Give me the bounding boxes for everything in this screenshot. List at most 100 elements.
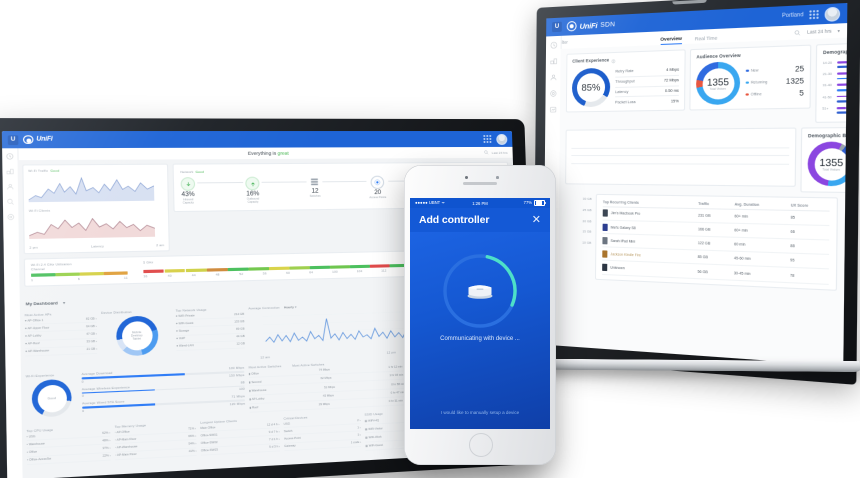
sidebar-item-clients[interactable] [549,73,557,81]
traffic-sparkline-1 [28,173,154,203]
panel-most-active-aps: Most Active APs ● AP-Office 1 82 GB › ● A… [25,311,98,357]
panel-usage-bars: Average Download 103 Mbps 0 150 Mbps Avera… [81,365,246,414]
sidebar-item-clients[interactable] [6,183,14,191]
subbar-right: Last 24 hrs ▾ [794,27,840,36]
device-icon [602,209,608,217]
age-label: 21-30 [822,71,832,77]
product-name: SDN [600,20,616,29]
age-label: 51+ [822,105,829,111]
device-icon [602,223,608,231]
close-icon[interactable]: ✕ [531,213,541,226]
age-row: 31-4040%45% [823,81,848,92]
top-recurring-table: Top Recurring Clients Traffic Avg. Durat… [602,198,830,285]
sidebar-item-devices[interactable] [549,57,557,65]
unifi-mark-icon [566,20,577,32]
audience-total: 1355 [706,76,730,88]
panel-demographic-age: Demographic By Age Male Female 14-2022%1… [815,40,848,123]
ubiquiti-logo-icon[interactable]: U [7,134,19,145]
sidebar-item-dashboard[interactable] [6,153,14,161]
stat-access-points: 20 Access Points [369,175,387,201]
stat-label: Inbound Capacity [182,198,194,205]
tablet-topbar-right [477,133,508,145]
battery-icon [534,199,546,207]
panel-top-recurring-clients: Top Recurring Clients Traffic Avg. Durat… [594,193,839,291]
sidebar-item-devices[interactable] [6,168,14,176]
site-selector[interactable]: Portland [781,11,804,20]
panel-top-network-usage: Top Network Usage ● WiFi-Private 214 GB ●… [176,307,245,352]
device-icon [602,250,608,258]
tablet-topbar: U UniFi [1,131,513,149]
sidebar-item-dashboard[interactable] [549,41,557,49]
stat-label: Outbound Capacity [246,197,260,204]
grid-apps-icon[interactable] [483,134,492,143]
device-icon [602,236,608,245]
sidebar-item-insights[interactable] [549,106,557,114]
progress-status-text: Communicating with device ... [440,336,520,342]
panel-wifi-experience: Wi-Fi Experience Good [26,372,78,418]
download-gauge-icon [180,177,196,191]
audience-label: Returning [750,79,768,85]
manual-setup-link[interactable]: I would like to manually setup a device [440,410,520,415]
user-avatar[interactable] [496,133,508,145]
chevron-down-icon[interactable]: ▾ [62,299,66,306]
bottom-table-cpu: Top CPU Usage ▪ USG 62% › ▪ Warehouse 48% … [27,425,111,465]
client-ux: 78 [789,267,829,285]
metric-value: 15% [670,98,679,104]
metric-label: Latency [615,89,629,95]
client-duration: 30-45 min [733,265,791,283]
client-ux: 88 [790,238,830,255]
upload-gauge-icon [245,176,260,191]
client-name: Sarah iPad Mini [610,238,636,244]
user-avatar[interactable] [824,6,841,22]
metric-label: Retry Rate [615,69,634,74]
panel-left-filler [565,127,797,187]
site-selector[interactable] [477,136,478,141]
time-range-selector[interactable]: Last 24 hrs [807,28,832,35]
laptop-base [540,358,860,373]
switch-icon [309,176,321,187]
client-traffic: 56 GB [697,264,734,280]
audience-value: 5 [799,89,804,98]
demographic-gender-title: Demographic By Gender [807,132,848,139]
grid-apps-icon[interactable] [809,9,819,20]
laptop-lid: U UniFi SDN Portland [533,0,860,385]
stat-label: Access Points [369,195,387,200]
sensor [496,176,499,179]
audience-value: 1325 [785,77,804,86]
metric-value: 0.50 ms [664,88,679,94]
client-traffic: 231 GB [697,208,735,224]
audience-value: 25 [794,65,805,74]
age-label: 31-40 [822,83,832,88]
age-row: 21-3025%30% [823,69,848,80]
brand-name: UniFi [36,136,53,143]
client-name: Mel's Galaxy S8 [610,224,636,230]
tablet-range-label[interactable]: Last 24 hrs [491,150,508,155]
age-row: 41-509%10% [822,93,848,104]
laptop-camera [672,0,707,5]
bottom-table-memory: Top Memory Usage ◦ AP-Office 71% › ◦ AP-M… [115,421,197,461]
traffic-sparkline-2 [29,211,155,239]
chevron-down-icon[interactable]: ▾ [837,27,840,34]
ubiquiti-logo-icon[interactable]: U [552,21,562,33]
unifi-device-illustration [467,285,493,299]
access-point-icon [370,175,385,190]
sidebar-item-settings[interactable] [7,213,15,221]
search-icon[interactable] [484,150,489,155]
client-experience-score: 85% [581,81,601,94]
phone-screen: ●●●●● UBNT ᯤ 1:26 PM 77% Add controller … [410,198,550,429]
stat-inbound: 43% Inbound Capacity [180,177,196,205]
client-name: Jackson Kindle Fire [610,251,641,258]
device-distribution-title: Device Distribution [101,309,132,316]
audience-row: Offline 5 [745,87,804,100]
info-icon[interactable] [611,59,615,63]
sidebar-item-search[interactable] [6,198,14,206]
phone-header: Add controller ✕ [410,208,550,232]
stat-label: Switches [309,194,321,198]
age-label: 41-50 [822,94,832,100]
audience-label: New [750,68,759,73]
sidebar-item-settings[interactable] [549,89,557,97]
client-duration: 60+ min [734,208,791,225]
panel-demographic-gender: Demographic By Gender 1355 Total Visitor… [800,126,848,194]
home-button[interactable] [469,433,493,457]
